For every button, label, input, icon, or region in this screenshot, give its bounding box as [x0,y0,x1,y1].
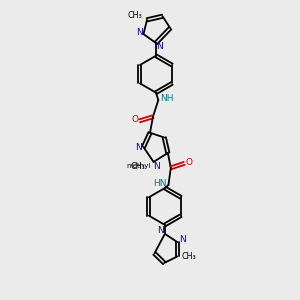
Text: CH₃: CH₃ [127,11,142,20]
Text: methyl: methyl [126,163,150,169]
Text: N: N [135,142,142,152]
Text: N: N [157,226,164,235]
Text: CH₃: CH₃ [181,252,196,261]
Text: HN: HN [153,179,167,188]
Text: O: O [185,158,192,167]
Text: NH: NH [160,94,173,103]
Text: O: O [132,115,139,124]
Text: N: N [179,235,185,244]
Text: N: N [136,28,142,37]
Text: CH₃: CH₃ [131,161,146,170]
Text: N: N [156,42,163,51]
Text: N: N [153,161,160,170]
